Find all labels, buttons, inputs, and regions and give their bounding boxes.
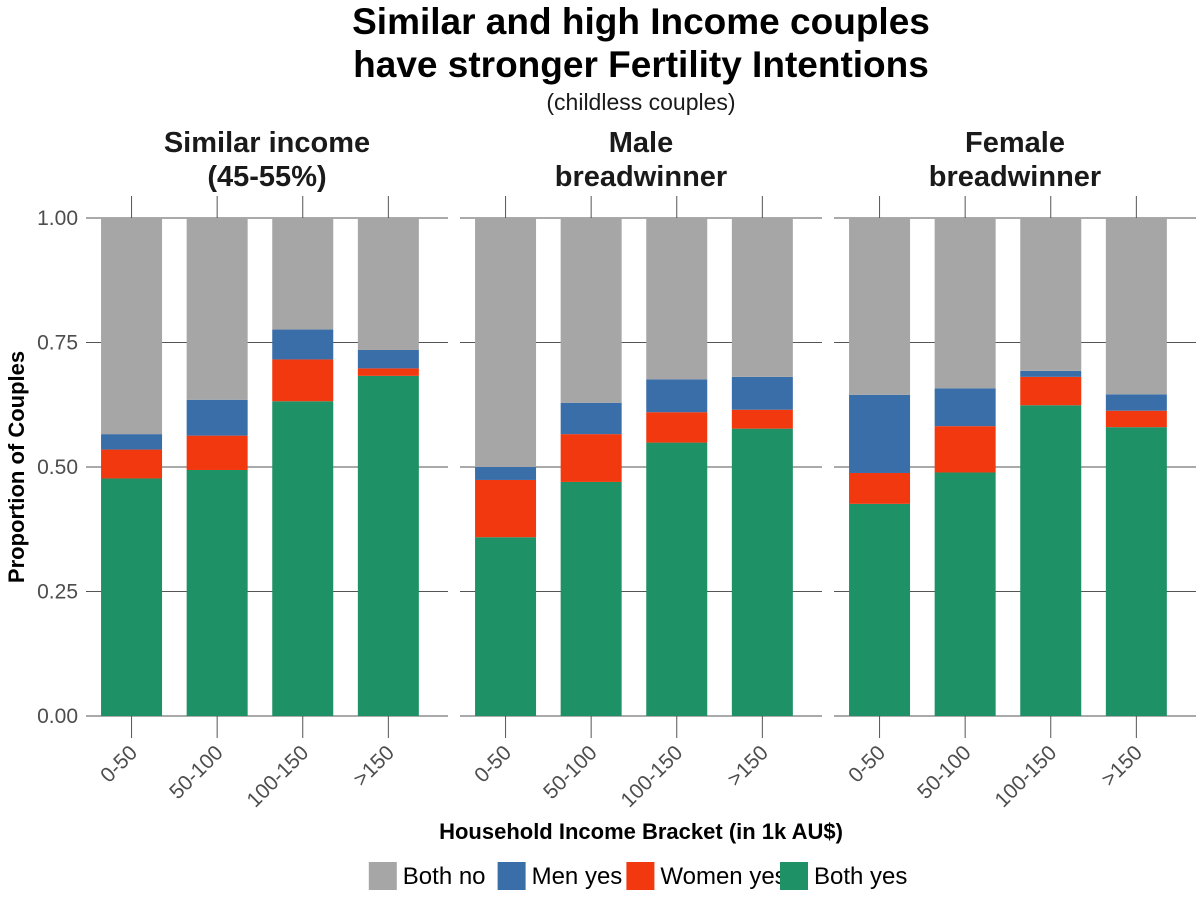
bar-segment xyxy=(357,218,419,350)
bar-segment xyxy=(186,435,248,470)
x-tick-label: 100-150 xyxy=(617,741,688,812)
legend-label: Men yes xyxy=(532,863,623,890)
bar-segment xyxy=(731,428,793,716)
x-tick-label: 0-50 xyxy=(470,741,516,787)
y-tick-label: 0.75 xyxy=(37,332,78,355)
bar-segment xyxy=(1105,410,1167,428)
x-tick-label: 50-100 xyxy=(913,741,976,804)
bar-segment xyxy=(186,399,248,436)
bar-segment xyxy=(934,472,996,716)
legend-item: Women yes xyxy=(626,862,787,890)
bar-segment xyxy=(475,479,537,538)
bar-segment xyxy=(849,218,911,395)
bar-segment xyxy=(357,375,419,716)
bar-segment xyxy=(186,469,248,716)
bar-segment xyxy=(1020,370,1082,377)
bar-segment xyxy=(272,401,334,716)
bar-segment xyxy=(186,218,248,400)
bar-segment xyxy=(475,537,537,716)
bar-segment xyxy=(101,218,163,435)
bar-segment xyxy=(731,376,793,410)
bar-segment xyxy=(560,434,622,482)
x-tick-label: >150 xyxy=(1097,741,1147,791)
bar-segment xyxy=(849,394,911,473)
x-tick-label: 0-50 xyxy=(96,741,142,787)
facet-title: breadwinner xyxy=(929,161,1101,193)
chart-subtitle: (childless couples) xyxy=(546,89,735,115)
bar-segment xyxy=(731,409,793,429)
x-tick-label: 100-150 xyxy=(991,741,1062,812)
bar-segment xyxy=(272,218,334,330)
x-tick-label: >150 xyxy=(349,741,399,791)
bar-segment xyxy=(475,467,537,480)
bar-segment xyxy=(1020,376,1082,406)
bar-segment xyxy=(1020,218,1082,371)
bar-segment xyxy=(1105,218,1167,395)
x-tick-label: >150 xyxy=(723,741,773,791)
y-tick-label: 0.50 xyxy=(37,456,78,479)
plot-area: 0.00 0.25 0.50 0.75 1.00 Similar income(45-55… xyxy=(37,127,1196,812)
bar-segment xyxy=(646,442,708,716)
legend-label: Women yes xyxy=(660,863,786,890)
bar-segment xyxy=(475,218,537,467)
bar-segment xyxy=(934,388,996,427)
facet-title: Similar income xyxy=(164,127,370,159)
bar-segment xyxy=(934,426,996,473)
facet-title: (45-55%) xyxy=(207,161,326,193)
bar-segment xyxy=(934,218,996,389)
bar-segment xyxy=(646,412,708,443)
bar-segment xyxy=(731,218,793,377)
bar-segment xyxy=(849,472,911,504)
bar-segment xyxy=(1020,405,1082,716)
bar-segment xyxy=(646,379,708,413)
legend: Both no Men yes Women yes Both yes xyxy=(368,862,907,890)
x-axis-title: Household Income Bracket (in 1k AU$) xyxy=(439,819,843,844)
legend-swatch xyxy=(497,862,526,890)
chart-title-line-1: Similar and high Income couples xyxy=(352,1,930,42)
chart-title-line-2: have stronger Fertility Intentions xyxy=(353,44,929,85)
facet-panel: Similar income(45-55%) 0-50 50-100 100-150 >… xyxy=(86,127,448,812)
x-tick-label: 100-150 xyxy=(243,741,314,812)
y-tick-label: 0.25 xyxy=(37,581,78,604)
y-tick-label: 0.00 xyxy=(37,705,78,728)
bar-segment xyxy=(272,329,334,360)
legend-item: Men yes xyxy=(497,862,623,890)
x-tick-label: 0-50 xyxy=(844,741,890,787)
bar-segment xyxy=(272,359,334,402)
bar-segment xyxy=(357,368,419,376)
facet-title: breadwinner xyxy=(555,161,727,193)
y-tick-label: 1.00 xyxy=(37,207,78,230)
bar-segment xyxy=(849,503,911,716)
x-tick-label: 50-100 xyxy=(165,741,228,804)
facet-title: Male xyxy=(609,127,673,159)
y-axis-title: Proportion of Couples xyxy=(4,351,29,583)
legend-label: Both no xyxy=(403,863,486,890)
bar-segment xyxy=(101,434,163,450)
bar-segment xyxy=(560,218,622,403)
bar-segment xyxy=(101,449,163,479)
legend-swatch xyxy=(626,862,655,890)
bar-segment xyxy=(1105,427,1167,716)
legend-swatch xyxy=(368,862,397,890)
bar-segment xyxy=(560,481,622,716)
bar-segment xyxy=(560,402,622,435)
bar-segment xyxy=(1105,394,1167,411)
bar-segment xyxy=(646,218,708,380)
legend-swatch xyxy=(780,862,808,890)
legend-label: Both yes xyxy=(814,863,907,890)
bar-segment xyxy=(357,349,419,369)
bar-segment xyxy=(101,478,163,716)
facet-title: Female xyxy=(965,127,1065,159)
legend-item: Both yes xyxy=(780,862,907,890)
x-tick-label: 50-100 xyxy=(539,741,602,804)
legend-item: Both no xyxy=(368,862,486,890)
